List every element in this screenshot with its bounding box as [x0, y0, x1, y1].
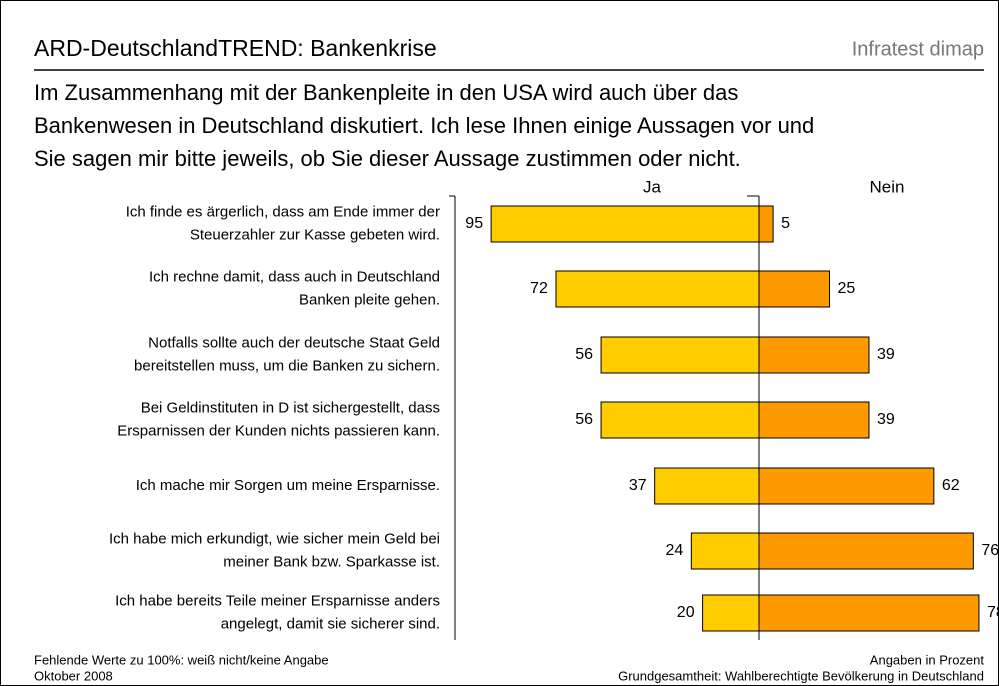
- legend-label: Ja: [643, 177, 662, 196]
- bar: [758, 532, 974, 570]
- category-label: Ich finde es ärgerlich, dass am Ende imm…: [126, 203, 440, 220]
- bar: [702, 594, 760, 632]
- category-label: angelegt, damit sie sicherer sind.: [221, 615, 440, 632]
- bar: [600, 401, 760, 439]
- value-label: 39: [877, 411, 895, 428]
- category-label: Banken pleite gehen.: [299, 291, 440, 308]
- subtitle: Sie sagen mir bitte jeweils, ob Sie dies…: [34, 146, 741, 171]
- bar: [758, 401, 870, 439]
- chart-title: ARD-DeutschlandTREND: Bankenkrise: [34, 35, 437, 61]
- value-label: 25: [838, 280, 856, 297]
- brand: Infratest dimap: [852, 38, 984, 60]
- category-label: meiner Bank bzw. Sparkasse ist.: [223, 553, 440, 570]
- subtitle: Im Zusammenhang mit der Bankenpleite in …: [34, 80, 738, 105]
- value-label: 56: [575, 411, 593, 428]
- category-label: Bei Geldinstituten in D ist sichergestel…: [141, 399, 440, 416]
- footnote: Angaben in Prozent: [870, 652, 985, 667]
- category-label: Ersparnissen der Kunden nichts passieren…: [117, 422, 440, 439]
- value-label: 62: [942, 477, 960, 494]
- subtitle: Bankenwesen in Deutschland diskutiert. I…: [34, 113, 814, 138]
- value-label: 37: [629, 477, 647, 494]
- bar: [758, 205, 774, 243]
- category-label: Ich habe mich erkundigt, wie sicher mein…: [109, 530, 440, 547]
- bar: [654, 467, 760, 505]
- bar: [600, 336, 760, 374]
- bar: [758, 336, 870, 374]
- value-label: 78: [987, 604, 999, 621]
- bar: [758, 594, 980, 632]
- footnote: Oktober 2008: [34, 668, 113, 683]
- value-label: 72: [530, 280, 548, 297]
- value-label: 20: [677, 604, 695, 621]
- category-label: Notfalls sollte auch der deutsche Staat …: [148, 334, 440, 351]
- category-label: Ich rechne damit, dass auch in Deutschla…: [149, 268, 440, 285]
- value-label: 24: [666, 542, 684, 559]
- footnote: Fehlende Werte zu 100%: weiß nicht/keine…: [34, 652, 329, 667]
- footnote: Grundgesamtheit: Wahlberechtigte Bevölke…: [618, 668, 984, 683]
- bar: [758, 467, 935, 505]
- value-label: 56: [575, 346, 593, 363]
- category-label: Ich habe bereits Teile meiner Ersparniss…: [115, 592, 440, 609]
- value-label: 95: [465, 215, 483, 232]
- value-label: 5: [781, 215, 790, 232]
- category-label: Ich mache mir Sorgen um meine Ersparniss…: [136, 477, 440, 494]
- bar: [555, 270, 760, 308]
- legend-label: Nein: [870, 177, 905, 196]
- bar: [490, 205, 760, 243]
- value-label: 39: [877, 346, 895, 363]
- category-label: bereitstellen muss, um die Banken zu sic…: [134, 357, 440, 374]
- category-label: Steuerzahler zur Kasse gebeten wird.: [190, 226, 440, 243]
- bar: [758, 270, 830, 308]
- value-label: 76: [981, 542, 999, 559]
- bar: [690, 532, 760, 570]
